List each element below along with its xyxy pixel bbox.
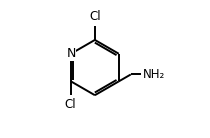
Text: N: N [66,47,76,60]
Text: NH₂: NH₂ [142,68,165,81]
Text: Cl: Cl [64,98,76,111]
Text: Cl: Cl [89,10,101,23]
